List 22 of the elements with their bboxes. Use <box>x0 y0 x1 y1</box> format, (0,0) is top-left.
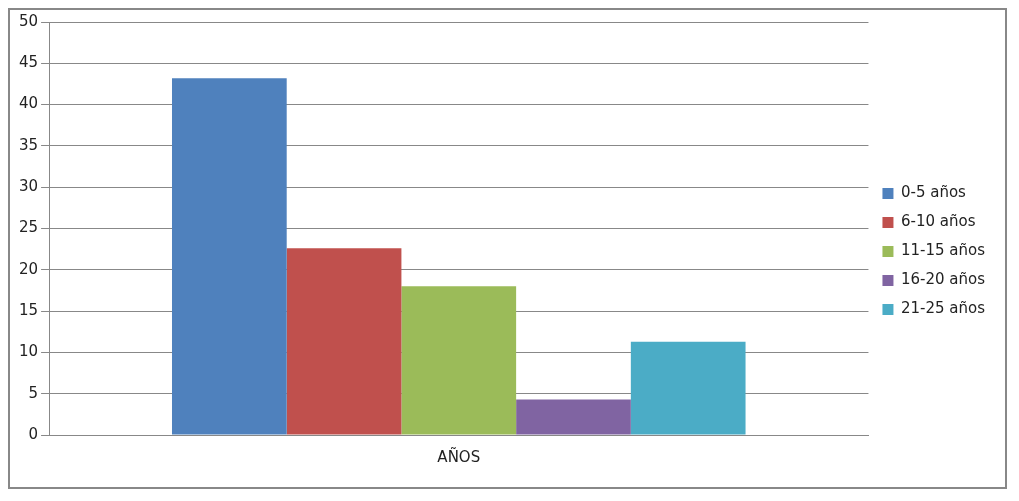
y-tick-label: 0 <box>28 424 39 443</box>
x-tick-label: AÑOS <box>437 446 481 466</box>
y-tick-label: 25 <box>18 218 39 237</box>
y-tick-label: 10 <box>18 342 39 361</box>
bar <box>630 341 746 435</box>
legend-label: 16-20 años <box>900 270 986 289</box>
y-tick-label: 35 <box>18 135 39 154</box>
legend-label: 0-5 años <box>900 183 967 202</box>
legend-label: 6-10 años <box>900 212 976 231</box>
bar <box>401 286 517 435</box>
y-tick-label: 50 <box>18 11 39 30</box>
y-tick-label: 30 <box>18 177 39 196</box>
legend-label: 11-15 años <box>900 241 986 260</box>
legend-label: 21-25 años <box>900 299 986 318</box>
y-tick-label: 45 <box>18 53 39 72</box>
bar <box>516 399 631 435</box>
y-tick-label: 20 <box>18 259 39 278</box>
bar <box>171 78 287 435</box>
y-tick-label: 40 <box>18 94 39 113</box>
bar <box>286 248 402 435</box>
y-tick-label: 15 <box>18 300 39 319</box>
y-tick-label: 5 <box>28 383 39 402</box>
